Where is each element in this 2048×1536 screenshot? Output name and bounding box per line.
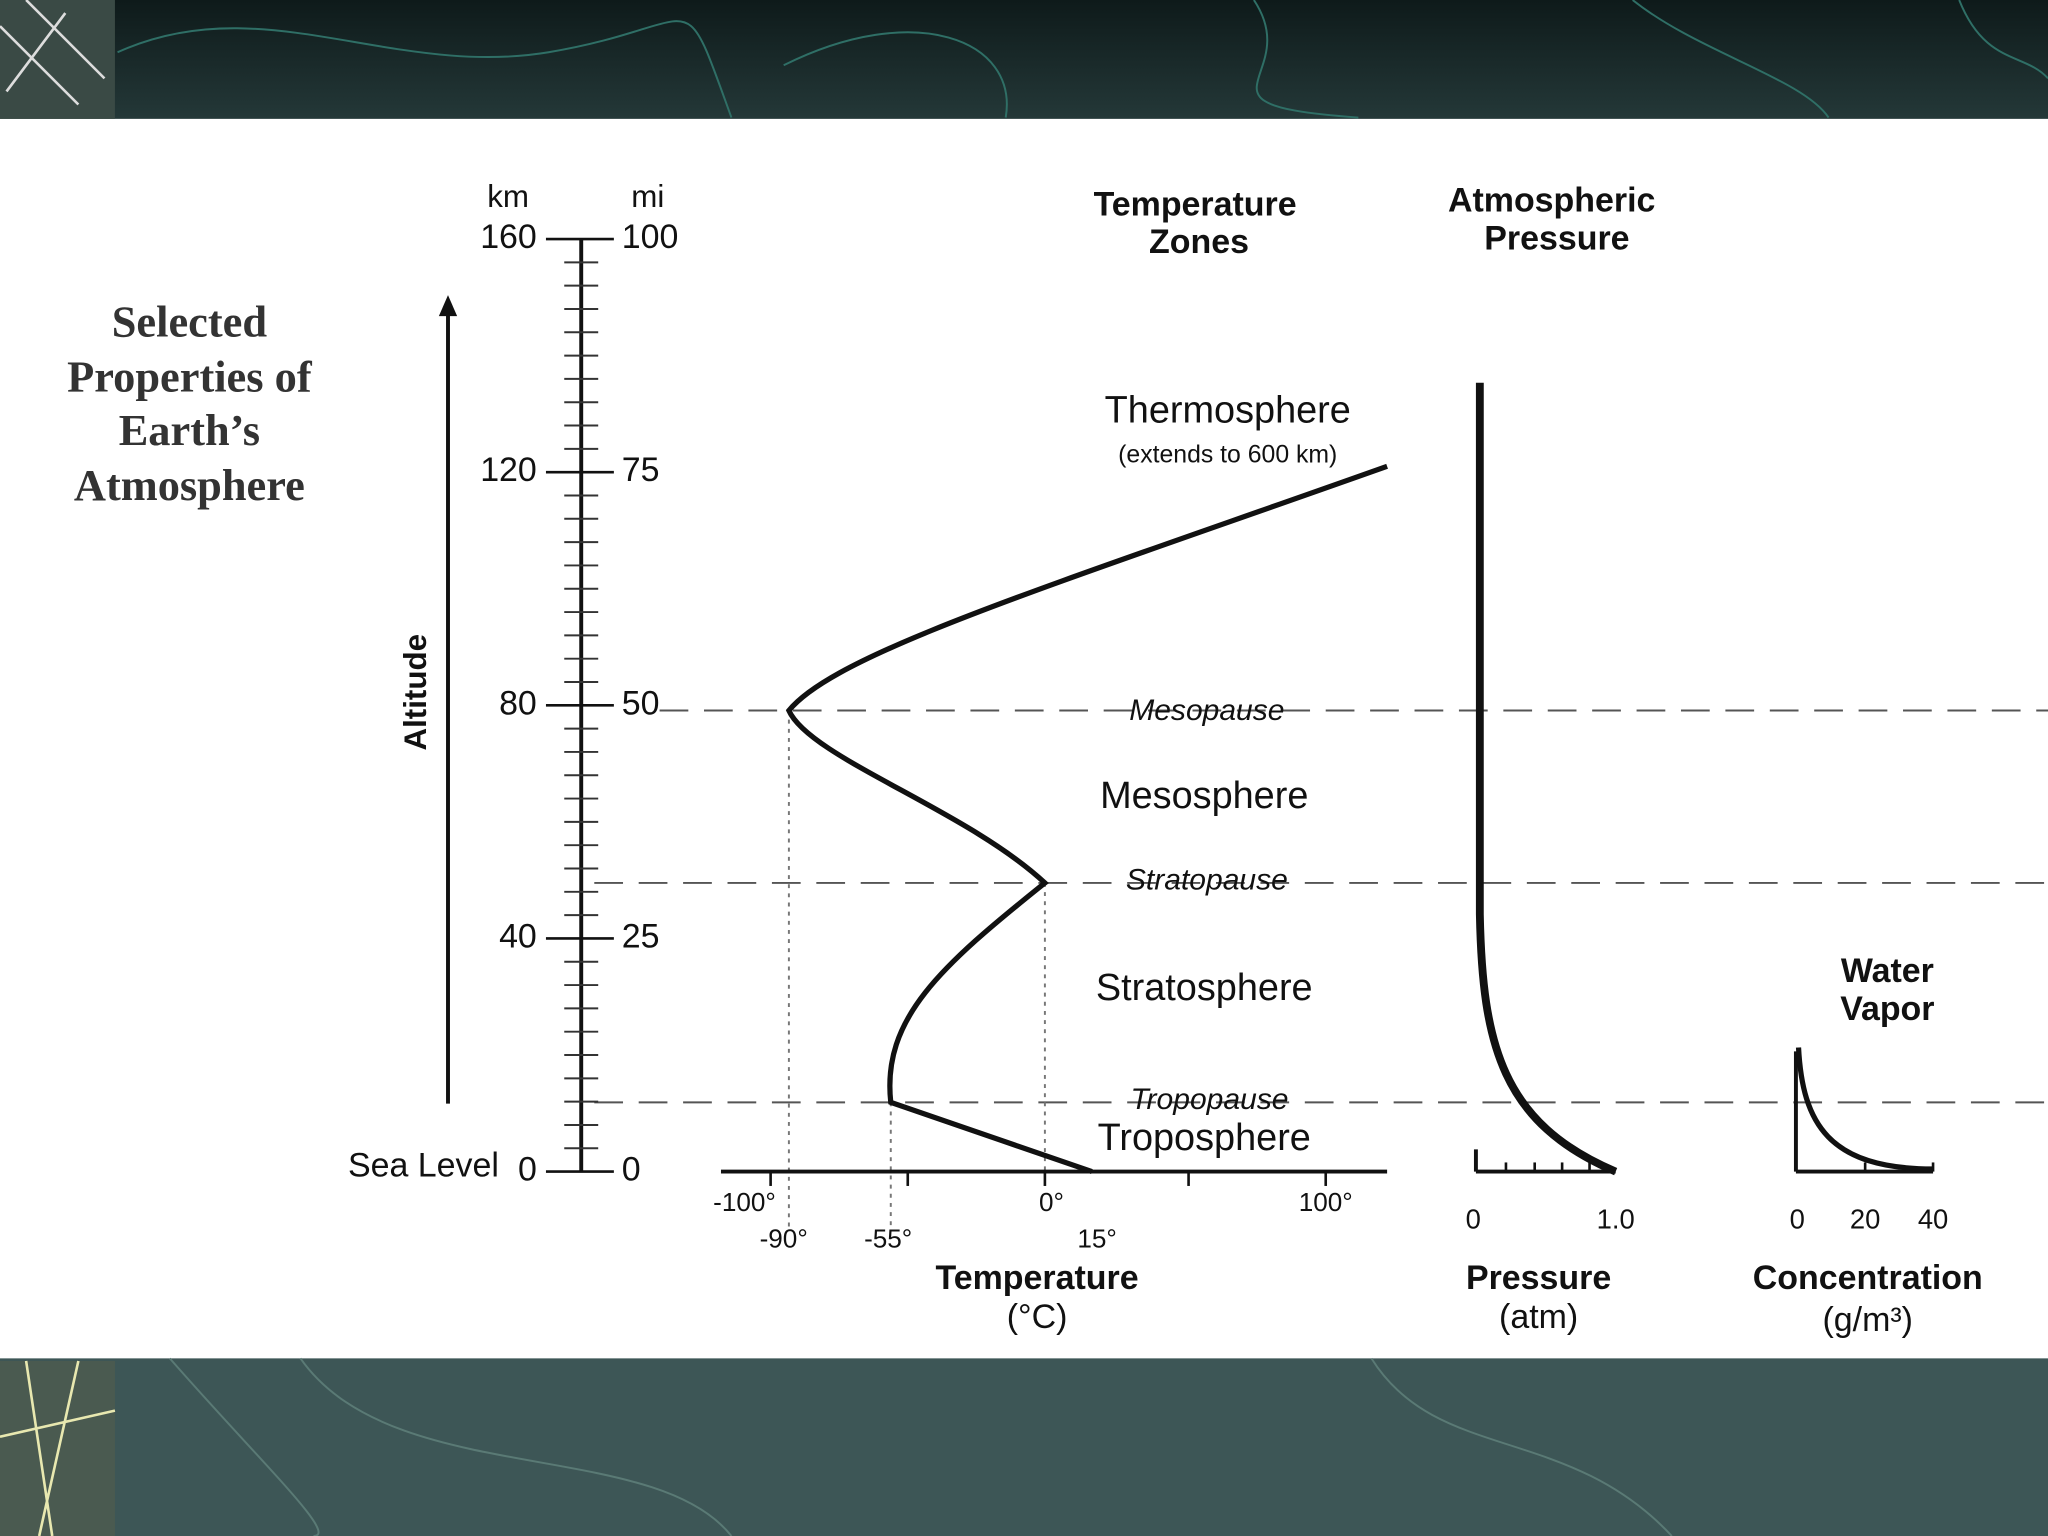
header: Temperature — [1094, 185, 1297, 223]
title: Earth’s — [119, 405, 260, 455]
axis-label: (°C) — [1007, 1298, 1068, 1336]
title: Properties of — [67, 352, 313, 402]
mi-tick-label: 50 — [622, 684, 660, 722]
corner-image — [0, 0, 115, 119]
zone-label: Stratosphere — [1096, 967, 1313, 1009]
tick-label: 0 — [1466, 1203, 1481, 1234]
diagram: Selected Properties of Earth’s Atmospher… — [67, 179, 2048, 1339]
tick-label: 0° — [1039, 1187, 1064, 1217]
header: Zones — [1149, 223, 1249, 261]
km-tick-label: 80 — [499, 684, 537, 722]
axis-label: Pressure — [1466, 1259, 1611, 1297]
banner-lines — [169, 1357, 1673, 1536]
axis-label: (atm) — [1499, 1298, 1578, 1336]
pressure-axis — [1473, 1149, 1616, 1174]
zone-label: Thermosphere — [1105, 390, 1351, 432]
tick-label: -100° — [713, 1187, 776, 1217]
arrow-head — [438, 295, 458, 317]
zone-label: Troposphere — [1098, 1117, 1311, 1159]
corner-lines — [0, 1360, 116, 1536]
mi-tick-label: 0 — [622, 1151, 641, 1189]
axis-label: Altitude — [398, 634, 433, 751]
top-banner — [0, 0, 2048, 119]
title: Atmosphere — [74, 460, 305, 510]
pressure-curve — [1475, 382, 1618, 1176]
tick-label: 100° — [1299, 1187, 1353, 1217]
header: Vapor — [1840, 990, 1934, 1028]
km-tick-label: 120 — [480, 451, 537, 489]
header: Atmospheric — [1448, 181, 1655, 219]
unit-label: mi — [631, 179, 664, 214]
guide-lines — [787, 710, 1046, 1228]
tick-label: -90° — [760, 1224, 808, 1254]
tick-label: -55° — [864, 1224, 912, 1254]
bottom-banner — [0, 1358, 2048, 1536]
banner-lines — [117, 0, 2048, 119]
km-tick-label: 0 — [518, 1151, 537, 1189]
vapor-curve — [1795, 1047, 1934, 1172]
km-tick-label: 160 — [480, 218, 537, 256]
tick-label: 20 — [1850, 1203, 1880, 1234]
tick-label: 1.0 — [1597, 1203, 1635, 1234]
title: Selected — [112, 297, 268, 347]
unit-label: km — [487, 179, 529, 214]
zone-note: (extends to 600 km) — [1118, 441, 1337, 468]
temperature-curve — [785, 463, 1388, 1175]
sea-level-label: Sea Level — [348, 1147, 499, 1185]
corner-lines — [0, 0, 106, 106]
boundary-label: Mesopause — [1129, 694, 1284, 727]
header: Water — [1841, 952, 1934, 990]
boundary-label: Stratopause — [1126, 864, 1288, 897]
mi-tick-label: 25 — [622, 917, 660, 955]
zone-label: Mesosphere — [1100, 775, 1308, 817]
tick-label: 40 — [1918, 1203, 1948, 1234]
mi-tick-label: 75 — [622, 451, 660, 489]
tick-label: 0 — [1790, 1203, 1805, 1234]
axis-label: Temperature — [936, 1259, 1139, 1297]
boundary-lines — [594, 709, 2048, 1104]
mi-tick-label: 100 — [622, 218, 679, 256]
vapor-axis — [1793, 1051, 1934, 1174]
boundary-label: Tropopause — [1130, 1083, 1288, 1116]
header: Pressure — [1484, 219, 1629, 257]
km-tick-label: 40 — [499, 917, 537, 955]
axis-label: (g/m³) — [1823, 1301, 1913, 1339]
tick-label: 15° — [1077, 1224, 1116, 1254]
axis-label: Concentration — [1753, 1259, 1983, 1297]
